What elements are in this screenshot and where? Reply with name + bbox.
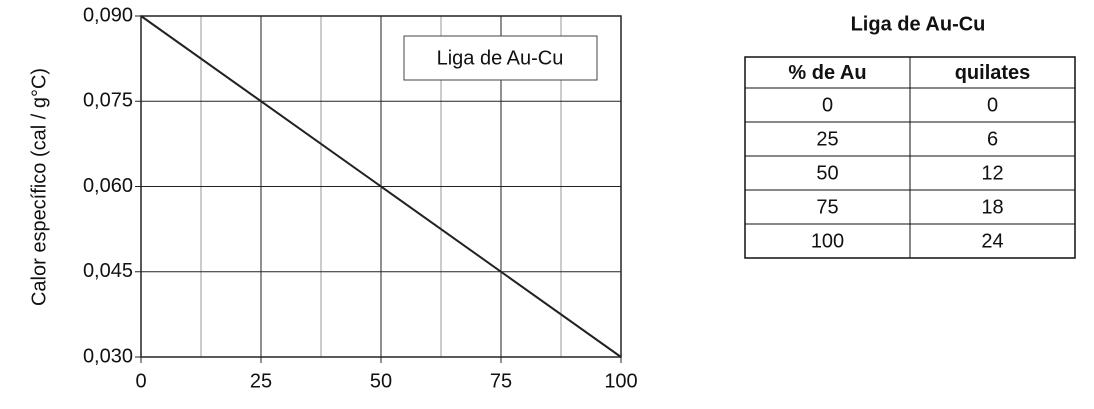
line <box>140 15 622 358</box>
legend-label: Liga de Au-Cu <box>437 47 564 69</box>
y-axis-title: Calor específico (cal / g°C) <box>28 68 50 306</box>
y-tick-label: 0,030 <box>83 345 133 367</box>
legend-box <box>403 35 598 81</box>
x-tick-label: 50 <box>370 370 392 392</box>
x-tick-label: 0 <box>135 370 146 392</box>
table-cell: 24 <box>981 230 1003 252</box>
y-tick-label: 0,090 <box>83 4 133 26</box>
table-cell: 6 <box>987 128 998 150</box>
y-tick-label: 0,060 <box>83 175 133 197</box>
y-tick-label: 0,075 <box>83 90 133 112</box>
table-cell: 50 <box>816 162 838 184</box>
x-tick-label: 25 <box>250 370 272 392</box>
table-header: quilates <box>955 62 1031 84</box>
y-tick-label: 0,045 <box>83 260 133 282</box>
table-cell: 75 <box>816 196 838 218</box>
table-cell: 12 <box>981 162 1003 184</box>
table-cell: 0 <box>822 94 833 116</box>
table-cell: 25 <box>816 128 838 150</box>
table-header: % de Au <box>788 62 866 84</box>
table-cell: 0 <box>987 94 998 116</box>
table-cell: 100 <box>811 230 844 252</box>
x-tick-label: 75 <box>490 370 512 392</box>
table-title: Liga de Au-Cu <box>851 13 986 35</box>
table-cell: 18 <box>981 196 1003 218</box>
x-tick-label: 100 <box>604 370 637 392</box>
plot-frame <box>140 15 622 358</box>
